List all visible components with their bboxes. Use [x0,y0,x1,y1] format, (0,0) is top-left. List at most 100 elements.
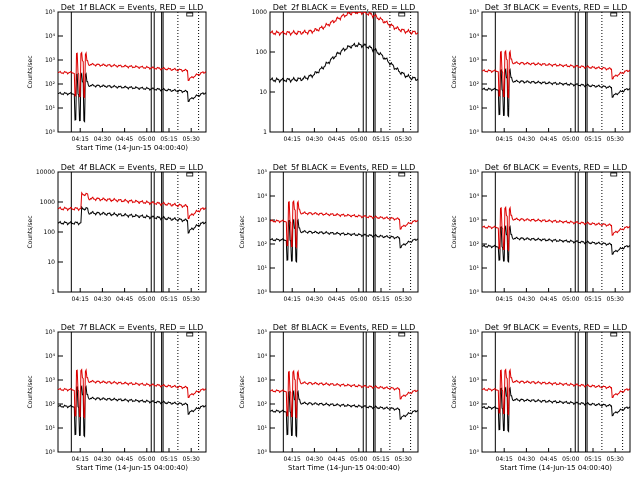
y-tick-label: 10⁵ [469,329,480,336]
plot-frame [57,331,207,453]
y-tick-label: 10² [45,401,56,408]
small-marker-box [610,332,618,337]
chart-panel-9: Det_9f BLACK = Events, RED = LLD 10⁰ 10¹ 10… [451,323,631,472]
chart-panel-2: Det_2f BLACK = Events, RED = LLD 1 10 100 10… [252,3,419,143]
y-tick-label: 10⁴ [469,33,480,40]
small-marker-box [186,172,194,177]
series-line-events [57,384,207,438]
y-tick-label: 10¹ [257,425,268,432]
chart-panel-4: Det_4f BLACK = Events, RED = LLD 1 10 100 10… [27,163,207,303]
x-tick-label: 05:30 [607,456,624,463]
x-tick-label: 05:00 [562,296,579,303]
x-tick-label: 04:30 [518,136,535,143]
y-axis-label: Counts/sec [239,215,246,248]
small-marker-box [186,332,194,337]
chart-title: Det_1f BLACK = Events, RED = LLD [61,3,204,12]
x-tick-label: 05:30 [183,456,200,463]
x-tick-label: 04:45 [540,296,557,303]
series-line-events [269,218,419,264]
series-line-events [57,205,207,234]
x-tick-label: 04:30 [94,136,111,143]
x-tick-label: 05:15 [584,456,601,463]
x-tick-label: 05:15 [372,296,389,303]
y-tick-label: 10⁰ [257,449,268,456]
x-tick-label: 05:30 [607,136,624,143]
series-line-events [481,67,631,118]
x-axis-label: Start Time (14-Jun-15 04:00:40) [76,464,188,472]
y-tick-label: 10⁰ [469,129,480,136]
x-tick-label: 04:45 [540,136,557,143]
x-tick-label: 05:15 [372,136,389,143]
y-tick-label: 10⁰ [469,289,480,296]
x-tick-label: 05:15 [160,456,177,463]
plot-frame [481,11,631,133]
y-tick-label: 10³ [469,57,480,64]
chart-title: Det_4f BLACK = Events, RED = LLD [61,163,204,172]
y-tick-label: 1 [51,289,55,296]
y-tick-label: 10 [47,259,55,266]
x-tick-label: 04:15 [72,296,89,303]
y-tick-label: 10³ [257,377,268,384]
y-tick-label: 10⁴ [45,33,56,40]
y-tick-label: 10¹ [45,105,56,112]
y-tick-label: 100 [44,229,56,236]
x-tick-label: 04:30 [518,456,535,463]
y-axis-label: Counts/sec [451,375,458,408]
series-line-lld [481,368,631,416]
x-tick-label: 04:30 [306,296,323,303]
y-tick-label: 10¹ [469,425,480,432]
y-tick-label: 10² [257,401,268,408]
y-tick-label: 10⁵ [45,9,56,16]
y-tick-label: 10⁴ [257,353,268,360]
x-tick-label: 05:00 [350,296,367,303]
chart-panel-7: Det_7f BLACK = Events, RED = LLD 10⁰ 10¹ 10… [27,323,207,472]
plot-frame [57,171,207,293]
x-tick-label: 04:15 [72,136,89,143]
y-tick-label: 10² [469,241,480,248]
chart-title: Det_3f BLACK = Events, RED = LLD [485,3,628,12]
y-tick-label: 1000 [40,199,55,206]
x-tick-label: 04:45 [328,136,345,143]
x-tick-label: 05:30 [183,136,200,143]
y-tick-label: 10⁵ [45,329,56,336]
y-tick-label: 10³ [469,377,480,384]
y-tick-label: 10² [257,241,268,248]
series-line-lld [57,191,207,220]
x-tick-label: 05:30 [395,296,412,303]
y-tick-label: 10⁵ [257,329,268,336]
x-tick-label: 05:00 [138,296,155,303]
chart-title: Det_7f BLACK = Events, RED = LLD [61,323,204,332]
chart-title: Det_9f BLACK = Events, RED = LLD [485,323,628,332]
chart-title: Det_5f BLACK = Events, RED = LLD [273,163,416,172]
plot-frame [269,331,419,453]
y-tick-label: 10¹ [257,265,268,272]
series-line-events [269,41,419,84]
x-axis-label: Start Time (14-Jun-15 04:00:40) [500,464,612,472]
y-tick-label: 10⁴ [469,193,480,200]
chart-panel-3: Det_3f BLACK = Events, RED = LLD 10⁰ 10¹ 10… [451,3,631,143]
series-line-lld [269,11,419,37]
y-axis-label: Counts/sec [27,215,34,248]
x-tick-label: 04:45 [116,456,133,463]
x-tick-label: 04:30 [306,456,323,463]
y-tick-label: 10¹ [469,265,480,272]
series-line-events [481,224,631,264]
small-marker-box [398,172,406,177]
y-tick-label: 10³ [45,57,56,64]
x-tick-label: 04:15 [284,136,301,143]
x-tick-label: 04:15 [284,456,301,463]
chart-panel-5: Det_5f BLACK = Events, RED = LLD 10⁰ 10¹ 10… [239,163,419,303]
y-tick-label: 100 [256,49,268,56]
x-tick-label: 04:45 [328,456,345,463]
x-tick-label: 04:30 [518,296,535,303]
y-axis-label: Counts/sec [27,55,34,88]
x-tick-label: 05:30 [183,296,200,303]
x-tick-label: 05:30 [395,136,412,143]
small-marker-box [398,332,406,337]
plot-frame [481,331,631,453]
x-tick-label: 04:15 [496,456,513,463]
y-axis-label: Counts/sec [451,215,458,248]
x-tick-label: 05:00 [138,456,155,463]
y-tick-label: 10¹ [45,425,56,432]
small-marker-box [186,12,194,17]
